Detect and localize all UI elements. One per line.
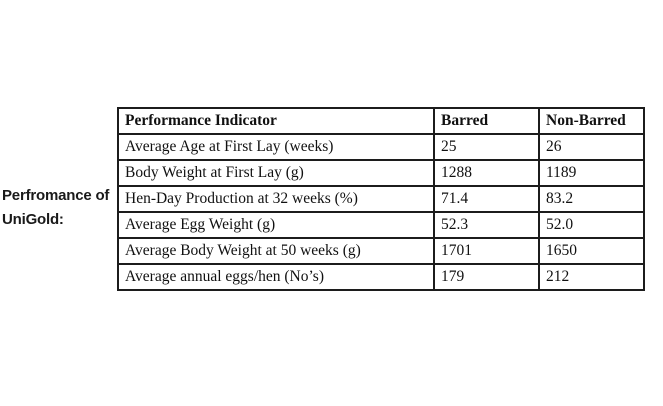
- indicator-cell: Average annual eggs/hen (No’s): [117, 263, 435, 291]
- non-barred-value-cell: 1650: [538, 237, 645, 265]
- table-row: Average Egg Weight (g) 52.3 52.0: [117, 211, 645, 239]
- table-row: Average Body Weight at 50 weeks (g) 1701…: [117, 237, 645, 265]
- barred-value-cell: 25: [433, 133, 540, 161]
- indicator-cell: Average Age at First Lay (weeks): [117, 133, 435, 161]
- table-row: Body Weight at First Lay (g) 1288 1189: [117, 159, 645, 187]
- table-caption: Perfromance of UniGold:: [2, 184, 114, 232]
- barred-value-cell: 1701: [433, 237, 540, 265]
- non-barred-value-cell: 1189: [538, 159, 645, 187]
- performance-table: Performance Indicator Barred Non-Barred …: [117, 107, 645, 291]
- table-row: Average Age at First Lay (weeks) 25 26: [117, 133, 645, 161]
- table-row: Hen-Day Production at 32 weeks (%) 71.4 …: [117, 185, 645, 213]
- barred-value-cell: 1288: [433, 159, 540, 187]
- column-header-non-barred: Non-Barred: [538, 107, 645, 135]
- barred-value-cell: 179: [433, 263, 540, 291]
- non-barred-value-cell: 52.0: [538, 211, 645, 239]
- barred-value-cell: 52.3: [433, 211, 540, 239]
- indicator-cell: Average Egg Weight (g): [117, 211, 435, 239]
- caption-line-2: UniGold:: [2, 211, 64, 228]
- column-header-performance-indicator: Performance Indicator: [117, 107, 435, 135]
- non-barred-value-cell: 212: [538, 263, 645, 291]
- barred-value-cell: 71.4: [433, 185, 540, 213]
- indicator-cell: Body Weight at First Lay (g): [117, 159, 435, 187]
- column-header-barred: Barred: [433, 107, 540, 135]
- table-header-row: Performance Indicator Barred Non-Barred: [117, 107, 645, 135]
- non-barred-value-cell: 26: [538, 133, 645, 161]
- indicator-cell: Average Body Weight at 50 weeks (g): [117, 237, 435, 265]
- indicator-cell: Hen-Day Production at 32 weeks (%): [117, 185, 435, 213]
- non-barred-value-cell: 83.2: [538, 185, 645, 213]
- caption-line-1: Perfromance of: [2, 187, 110, 204]
- table-row: Average annual eggs/hen (No’s) 179 212: [117, 263, 645, 291]
